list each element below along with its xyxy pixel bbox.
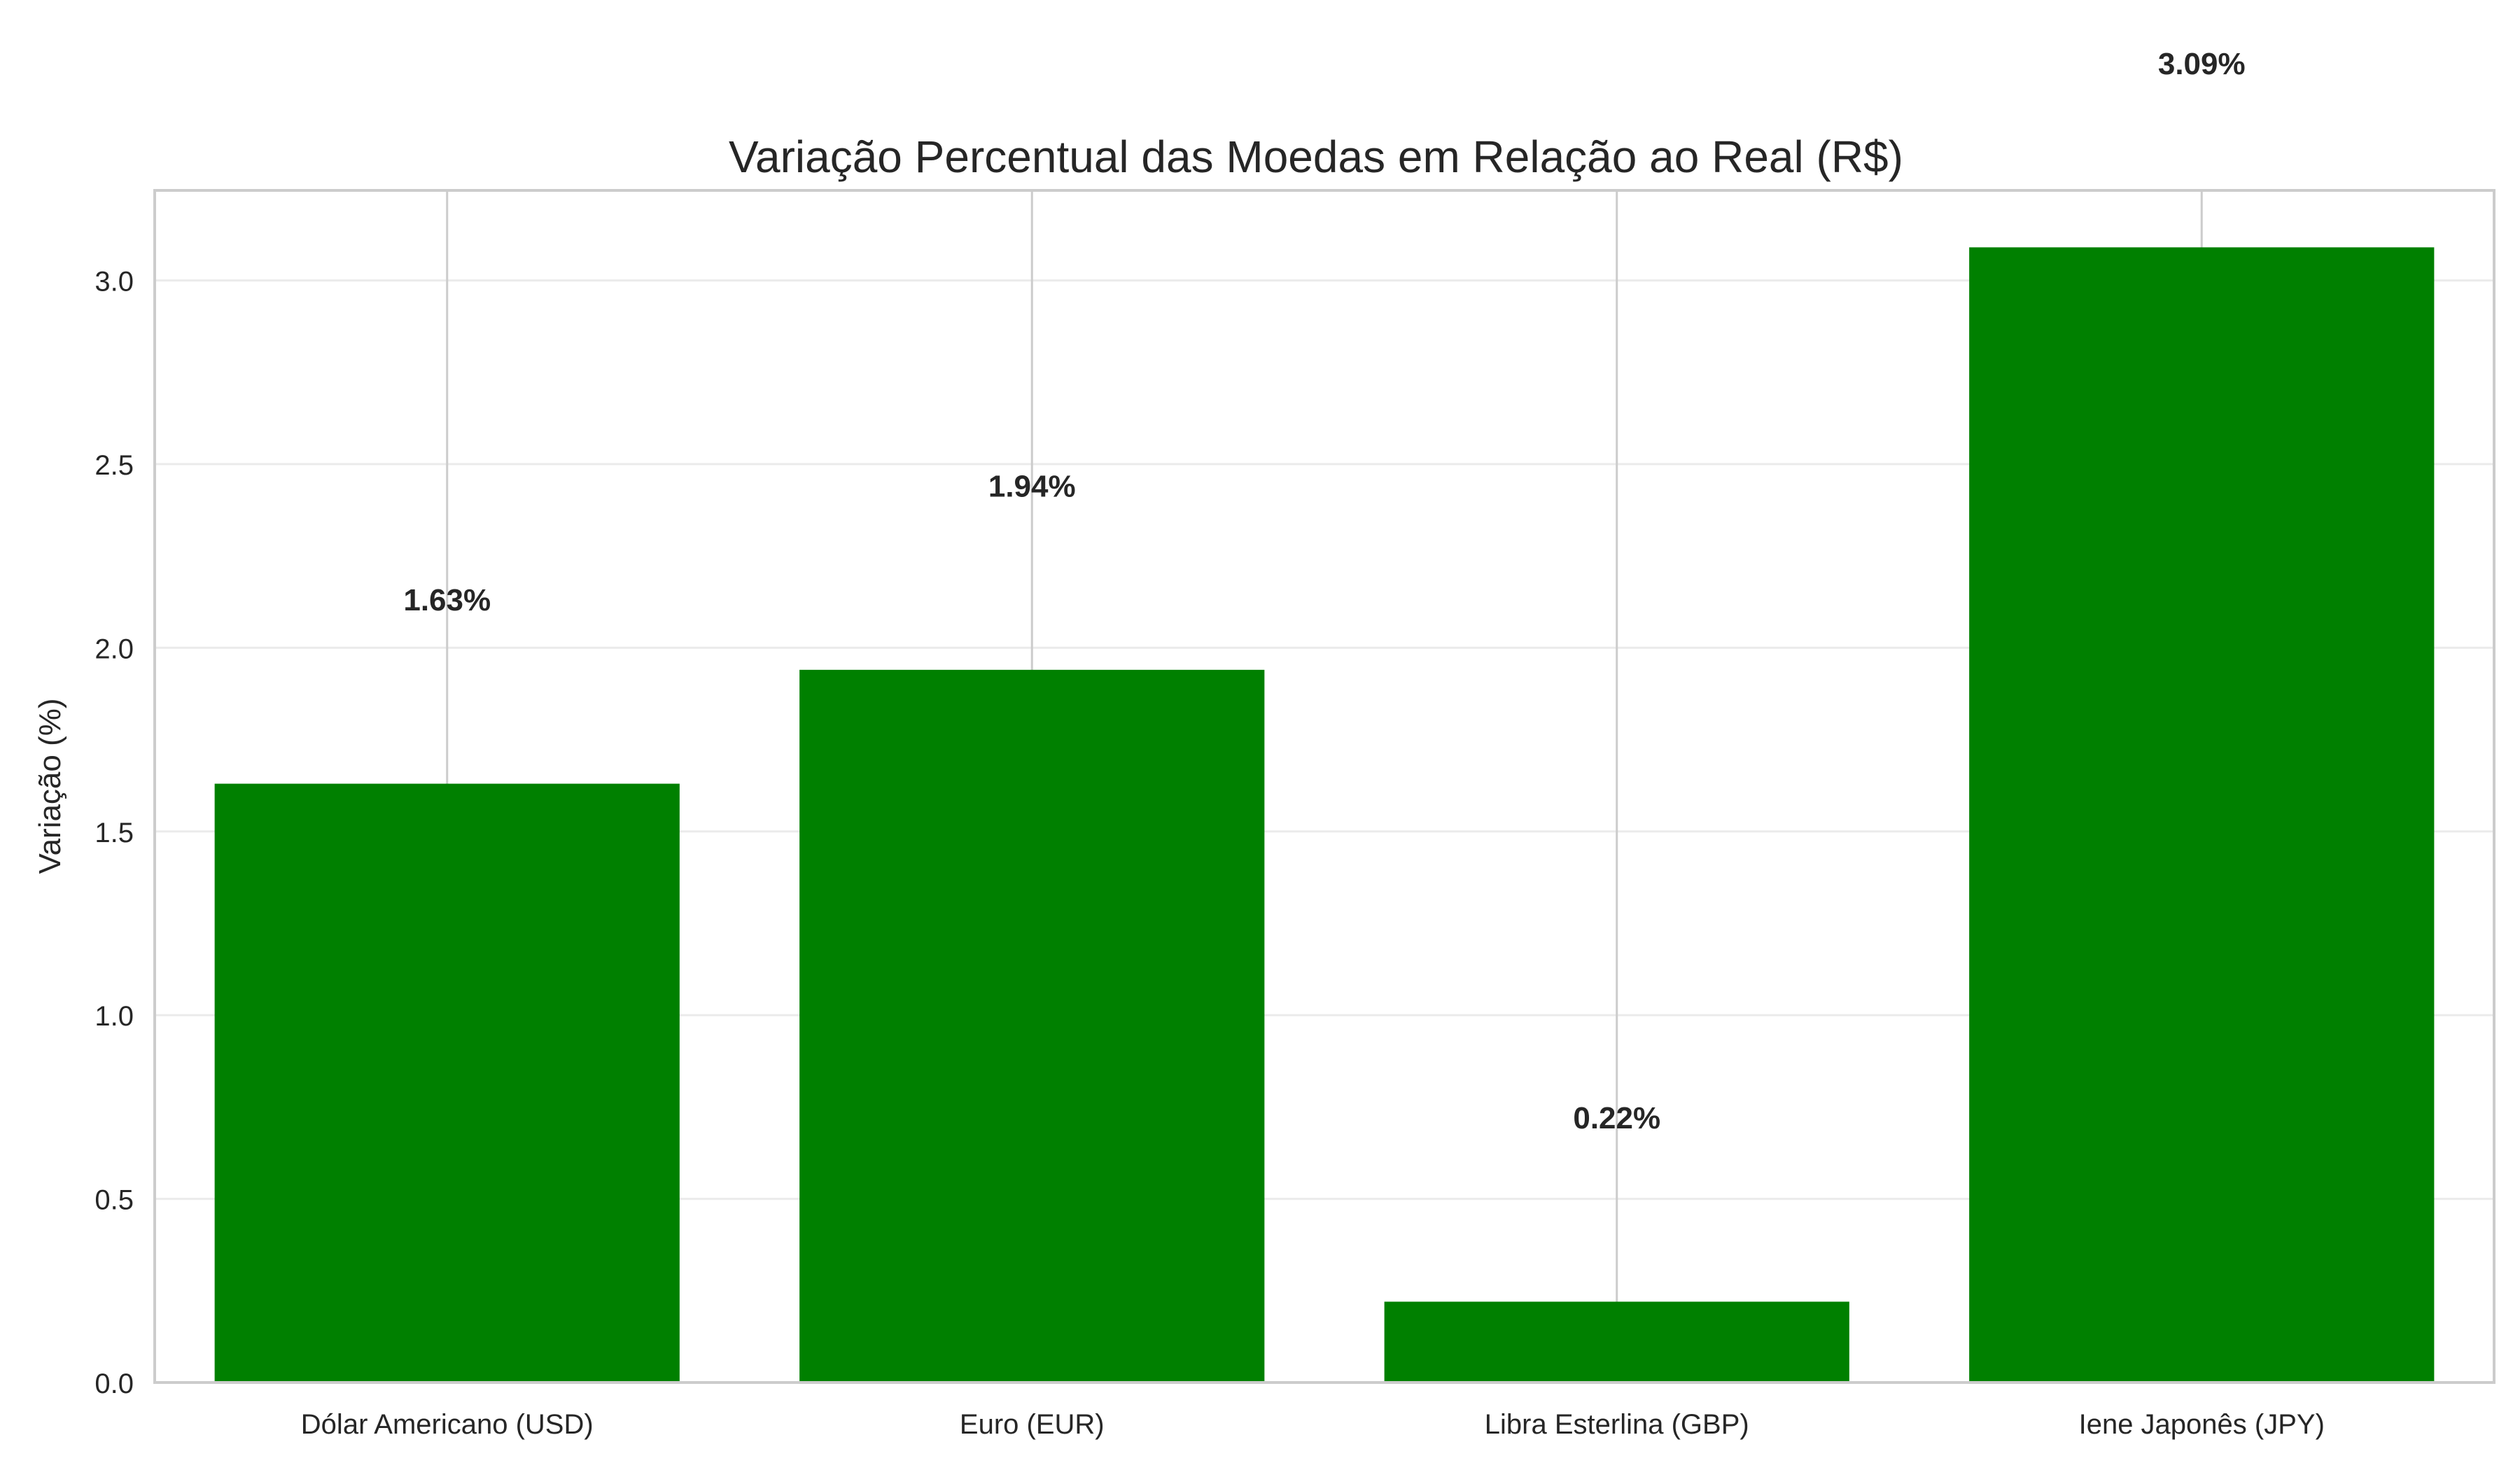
plot-frame xyxy=(153,189,2496,1384)
data-label: 3.09% xyxy=(2158,47,2246,81)
bar xyxy=(214,783,680,1382)
tick-labels: 0.0 0.5 1.0 1.5 2.0 2.5 3.0 Dólar Americano (US… xyxy=(94,267,2325,1440)
y-tick-label: 1.0 xyxy=(94,1001,134,1032)
y-tick-label: 1.5 xyxy=(94,818,134,848)
bar xyxy=(799,669,1265,1382)
plot-spines xyxy=(153,189,2496,1384)
x-tick-label: Dólar Americano (USD) xyxy=(301,1409,594,1440)
bar xyxy=(1384,1301,1849,1382)
x-tick-label: Iene Japonês (JPY) xyxy=(2079,1409,2325,1440)
bars-layer xyxy=(214,247,2435,1382)
data-label: 1.63% xyxy=(403,583,491,617)
chart-title: Variação Percentual das Moedas em Relaçã… xyxy=(729,132,1903,182)
data-label: 1.94% xyxy=(988,469,1076,503)
data-labels: 1.63% 1.94% 0.22% 3.09% xyxy=(403,47,2245,1135)
y-tick-label: 2.5 xyxy=(94,450,134,481)
y-tick-label: 2.0 xyxy=(94,634,134,664)
y-tick-label: 0.5 xyxy=(94,1185,134,1216)
data-label: 0.22% xyxy=(1573,1101,1660,1135)
bar xyxy=(1969,247,2435,1382)
y-tick-label: 3.0 xyxy=(94,267,134,298)
y-tick-label: 0.0 xyxy=(94,1368,134,1399)
y-axis-label: Variação (%) xyxy=(33,698,67,874)
x-tick-label: Euro (EUR) xyxy=(960,1409,1105,1440)
x-tick-label: Libra Esterlina (GBP) xyxy=(1485,1409,1749,1440)
